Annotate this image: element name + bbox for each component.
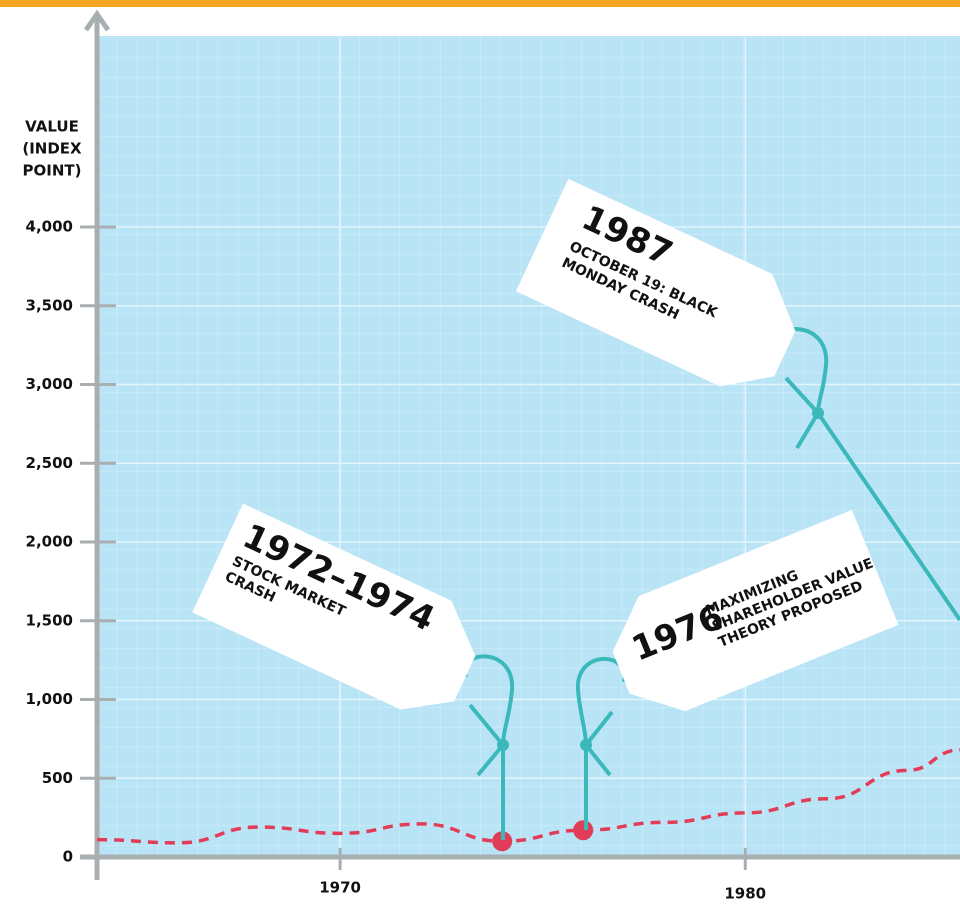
knot bbox=[497, 739, 509, 751]
knot bbox=[580, 739, 592, 751]
y-axis-label-line: VALUE bbox=[25, 118, 79, 136]
x-tick-label: 1970 bbox=[319, 879, 361, 897]
series bbox=[96, 748, 960, 852]
line bbox=[96, 748, 960, 845]
y-tick-label: 3,500 bbox=[26, 296, 73, 314]
y-tick-label: 500 bbox=[42, 769, 73, 787]
y-axis-label: VALUE (INDEX POINT) bbox=[22, 118, 82, 180]
y-axis-arrow bbox=[83, 9, 111, 32]
y-tick-label: 2,000 bbox=[26, 533, 73, 551]
y-axis-label-line: (INDEX bbox=[22, 140, 82, 158]
grid bbox=[97, 38, 960, 858]
y-tick-label: 0 bbox=[63, 848, 73, 866]
y-tick-label: 2,500 bbox=[26, 454, 73, 472]
highlight-point bbox=[573, 820, 594, 841]
highlight-point bbox=[492, 831, 513, 852]
annotation-tag: 1976 MAXIMIZING SHAREHOLDER VALUE THEORY… bbox=[612, 509, 899, 712]
minor-grid bbox=[97, 36, 960, 857]
knot bbox=[812, 407, 824, 419]
x-tick-label: 1980 bbox=[724, 885, 766, 903]
top-bar bbox=[0, 0, 960, 7]
y-tick-label: 4,000 bbox=[26, 218, 73, 236]
y-tick-label: 3,000 bbox=[26, 375, 73, 393]
strings bbox=[462, 327, 960, 840]
y-tick-label: 1,500 bbox=[26, 611, 73, 629]
y-tick-label: 1,000 bbox=[26, 690, 73, 708]
y-axis-label-line: POINT) bbox=[23, 162, 82, 180]
